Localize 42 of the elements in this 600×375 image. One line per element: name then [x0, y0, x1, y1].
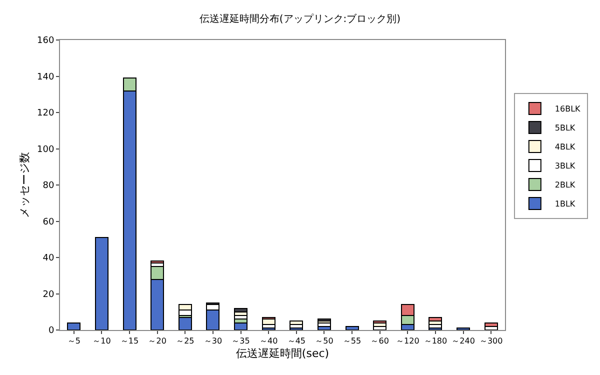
- legend-label: 1BLK: [554, 200, 576, 209]
- x-tick-label: ～35: [232, 336, 250, 346]
- bar: [345, 326, 359, 330]
- bar: [234, 308, 248, 312]
- y-tick-label: 140: [37, 72, 54, 82]
- y-tick-label: 20: [42, 290, 54, 300]
- x-tick-label: ～55: [342, 336, 362, 346]
- x-tick-label: ～300: [479, 336, 503, 346]
- x-tick-label: ～30: [204, 336, 222, 346]
- x-tick-label: ～40: [259, 336, 278, 346]
- x-tick-label: ～180: [424, 336, 448, 346]
- x-tick-label: ～120: [396, 336, 420, 346]
- y-axis-title: メッセージ数: [18, 152, 31, 218]
- bar: [428, 316, 442, 322]
- y-tick-label: 100: [37, 144, 54, 155]
- x-tick-label: ～50: [315, 336, 334, 346]
- legend-label: 5BLK: [554, 124, 576, 133]
- y-tick-label: 160: [37, 36, 54, 46]
- y-tick-label: 0: [48, 326, 54, 336]
- x-tick-label: ～10: [92, 336, 111, 346]
- bar: [484, 322, 498, 327]
- x-tick-label: ～15: [120, 336, 139, 346]
- bar: [67, 322, 81, 330]
- legend-label: 3BLK: [554, 162, 576, 171]
- y-tick-label: 120: [37, 108, 54, 119]
- bar: [290, 320, 304, 326]
- legend-label: 4BLK: [554, 142, 576, 152]
- y-tick-label: 80: [42, 181, 54, 192]
- y-tick-label: 60: [42, 217, 54, 228]
- x-tick-label: ～25: [176, 336, 194, 346]
- bar: [94, 237, 108, 330]
- x-tick-label: ～60: [370, 336, 389, 346]
- chart-title: 伝送遅延時間分布(アップリンク:ブロック別): [199, 13, 401, 25]
- y-tick-label: 40: [42, 254, 54, 264]
- legend-label: 2BLK: [554, 180, 576, 190]
- legend-label: 16BLK: [554, 104, 582, 114]
- x-tick-label: ～240: [452, 336, 475, 346]
- x-tick-label: ～20: [148, 336, 166, 346]
- x-axis-title: 伝送遅延時間(sec): [236, 346, 330, 360]
- bar: [178, 316, 192, 330]
- x-tick-label: ～5: [67, 336, 80, 346]
- x-tick-label: ～45: [287, 336, 306, 346]
